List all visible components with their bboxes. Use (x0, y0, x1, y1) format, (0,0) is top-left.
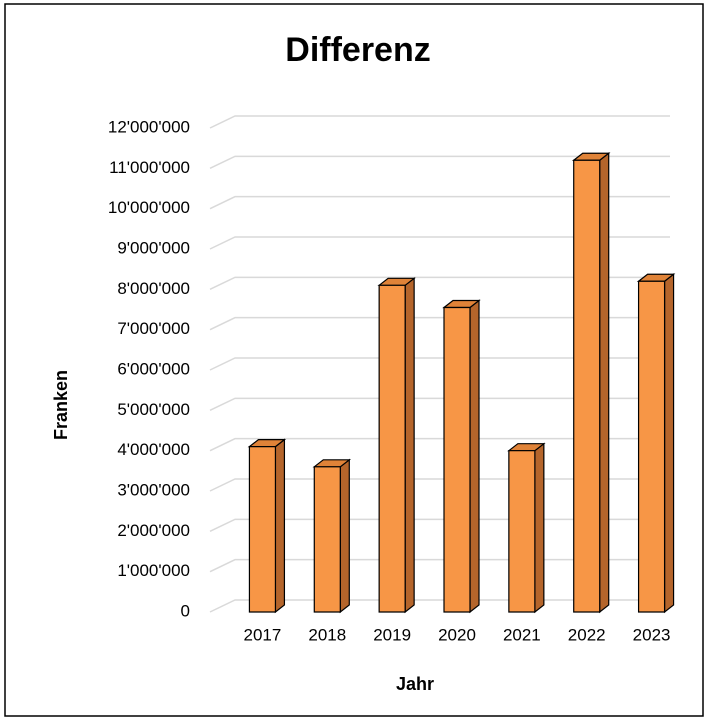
x-axis-label: Jahr (396, 674, 434, 694)
y-tick-label: 10'000'000 (108, 198, 190, 217)
bar (636, 273, 676, 614)
grid-line (209, 236, 670, 250)
bar-side (599, 152, 610, 614)
y-tick-label: 1'000'000 (117, 561, 190, 580)
bar-front (573, 159, 601, 613)
x-tick-label: 2017 (244, 625, 282, 644)
bar-side (469, 299, 480, 614)
y-tick-label: 4'000'000 (117, 440, 190, 459)
bar-front (443, 306, 471, 613)
chart-title: Differenz (285, 31, 430, 69)
bar (442, 299, 481, 614)
y-tick-label: 11'000'000 (109, 158, 190, 177)
grid-line (209, 195, 670, 210)
grid-line (209, 397, 670, 412)
bar (312, 458, 352, 614)
y-tick-label: 8'000'000 (117, 279, 190, 298)
y-tick-label: 3'000'000 (117, 480, 190, 499)
bar-front (637, 280, 666, 613)
grid-line (209, 276, 670, 291)
bar-side (339, 458, 350, 614)
bar-front (378, 284, 406, 613)
grid-line (209, 357, 670, 371)
x-tick-label: 2022 (568, 625, 606, 644)
y-tick-label: 2'000'000 (117, 521, 190, 540)
x-tick-label: 2023 (633, 625, 671, 644)
y-axis-label: Franken (51, 370, 71, 440)
bar-front (248, 446, 277, 613)
y-tick-label: 0 (181, 601, 190, 620)
bar (247, 438, 287, 614)
bar-side (534, 442, 545, 614)
bar-front (313, 466, 341, 613)
bar (507, 442, 546, 614)
grid-line (209, 155, 670, 170)
bar-side (404, 277, 415, 614)
x-tick-label: 2019 (373, 625, 411, 644)
y-tick-label: 9'000'000 (117, 238, 190, 257)
grid-line (209, 316, 670, 331)
y-tick-label: 12'000'000 (108, 117, 190, 136)
grid-line (209, 115, 670, 129)
bar (377, 277, 416, 614)
y-tick-label: 7'000'000 (117, 319, 190, 338)
x-tick-label: 2018 (308, 625, 346, 644)
bar-side (663, 273, 675, 614)
y-tick-label: 5'000'000 (117, 400, 190, 419)
bar (571, 152, 611, 614)
y-tick-label: 6'000'000 (117, 359, 190, 378)
bar-side (274, 438, 286, 614)
bar-front (508, 450, 536, 613)
grid-line (209, 437, 670, 452)
x-tick-label: 2021 (503, 625, 541, 644)
x-tick-label: 2020 (438, 625, 476, 644)
